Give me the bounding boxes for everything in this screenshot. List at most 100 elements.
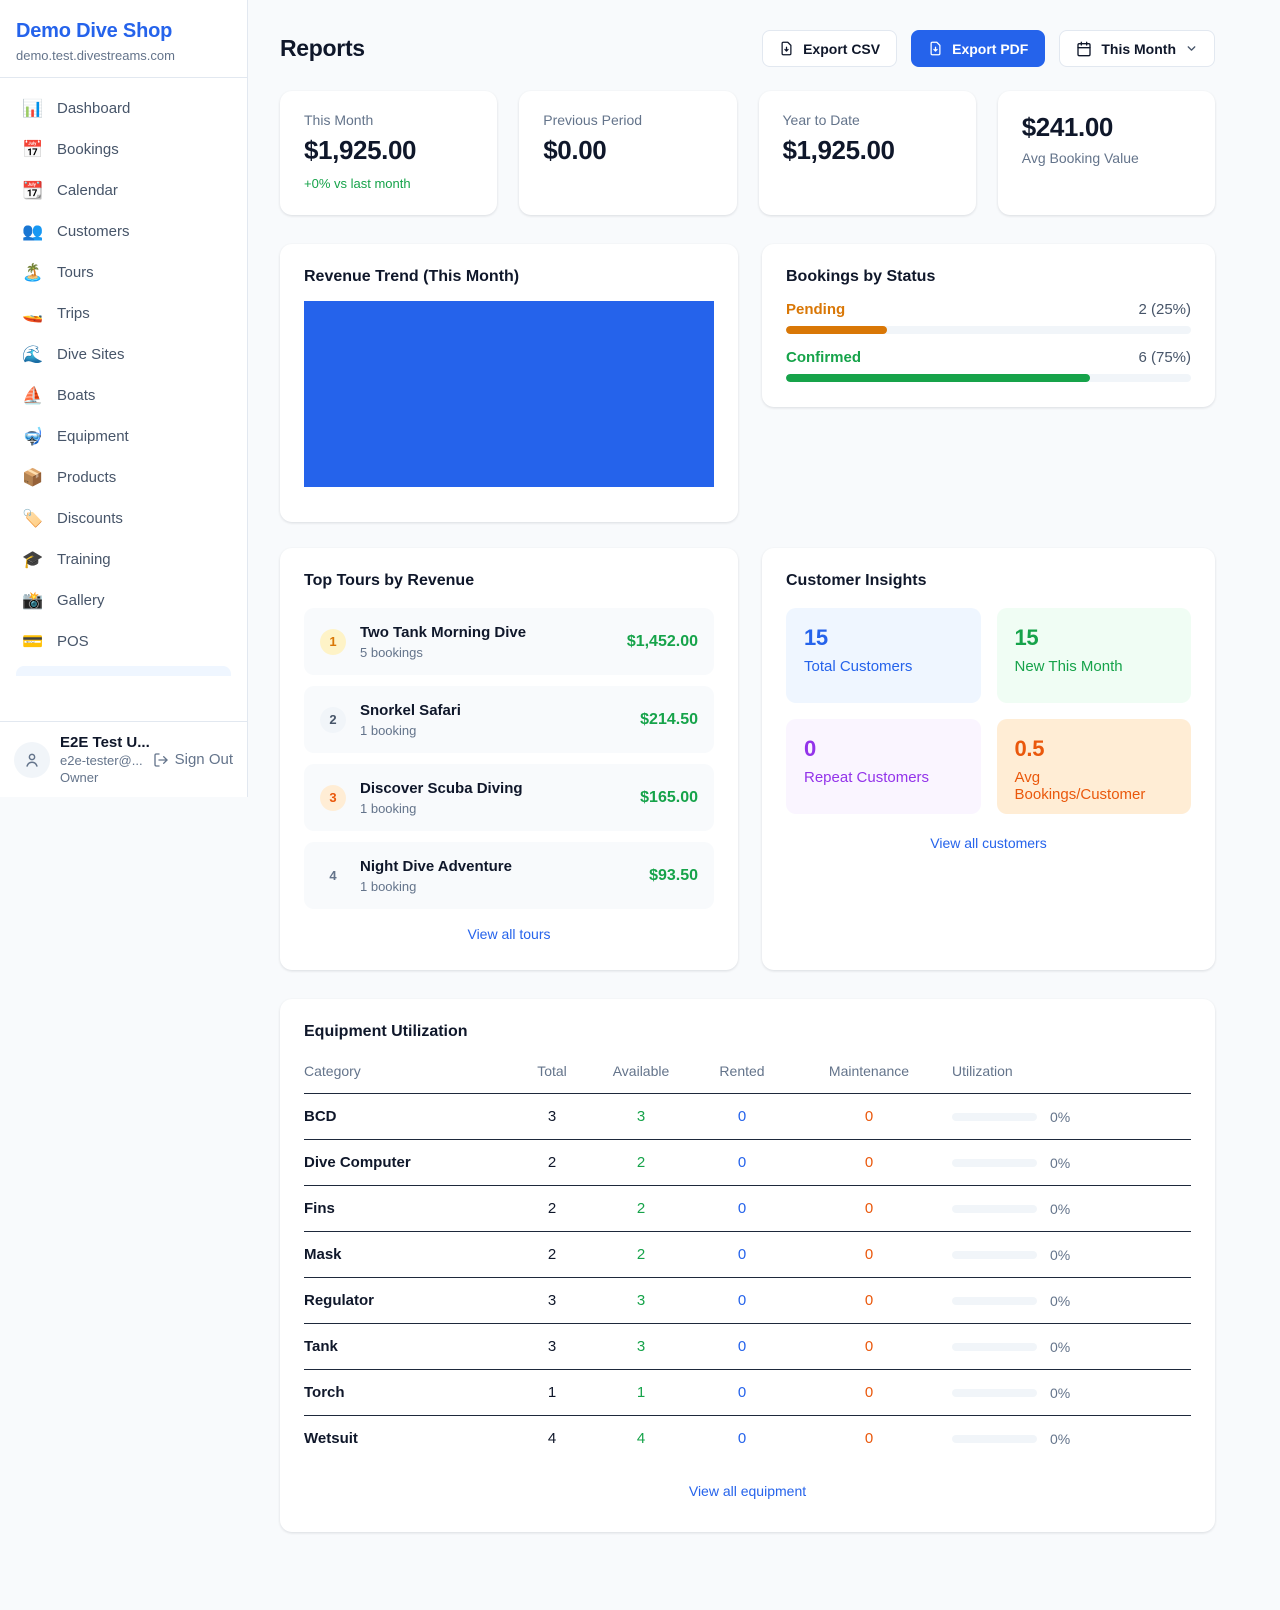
diving-mask-icon: 🤿 bbox=[22, 427, 44, 446]
tour-info: Snorkel Safari 1 booking bbox=[360, 702, 461, 738]
sidebar-item-dashboard[interactable]: 📊 Dashboard bbox=[10, 92, 237, 125]
status-line: Pending 2 (25%) bbox=[786, 301, 1191, 318]
equipment-table: Category Total Available Rented Maintena… bbox=[304, 1063, 1191, 1461]
tag-icon: 🏷️ bbox=[22, 509, 44, 528]
shop-name[interactable]: Demo Dive Shop bbox=[16, 20, 173, 42]
stat-card-this-month: This Month $1,925.00 +0% vs last month bbox=[280, 91, 498, 215]
stat-label: Previous Period bbox=[543, 112, 643, 128]
sidebar-item-customers[interactable]: 👥 Customers bbox=[10, 215, 237, 248]
sidebar-item-products[interactable]: 📦 Products bbox=[10, 461, 237, 494]
tour-info: Discover Scuba Diving 1 booking bbox=[360, 780, 523, 816]
tour-bookings: 5 bookings bbox=[360, 644, 423, 660]
maintenance-cell: 0 bbox=[864, 1108, 874, 1125]
utilization-bar bbox=[952, 1250, 1037, 1259]
tour-revenue: $1,452.00 bbox=[626, 632, 698, 650]
rented-cell: 0 bbox=[737, 1384, 747, 1401]
available-cell: 3 bbox=[636, 1292, 646, 1309]
page-title: Reports bbox=[280, 35, 365, 61]
sidebar-item-tours[interactable]: 🏝️ Tours bbox=[10, 256, 237, 289]
island-icon: 🏝️ bbox=[22, 263, 44, 282]
total-cell: 3 bbox=[547, 1108, 557, 1125]
utilization-bar bbox=[952, 1342, 1037, 1351]
period-label: This Month bbox=[1101, 40, 1176, 57]
tour-row: 4 Night Dive Adventure 1 booking $93.50 bbox=[304, 842, 714, 909]
stat-value: $0.00 bbox=[543, 135, 607, 165]
rented-cell: 0 bbox=[737, 1108, 747, 1125]
utilization-value: 0% bbox=[1050, 1200, 1071, 1217]
export-csv-button[interactable]: Export CSV bbox=[762, 30, 898, 67]
sidebar-item-training[interactable]: 🎓 Training bbox=[10, 543, 237, 576]
column-header-available: Available bbox=[612, 1063, 670, 1079]
brand: Demo Dive Shop demo.test.divestreams.com bbox=[0, 0, 247, 78]
maintenance-cell: 0 bbox=[864, 1200, 874, 1217]
file-download-icon bbox=[930, 41, 941, 56]
tour-row: 2 Snorkel Safari 1 booking $214.50 bbox=[304, 686, 714, 753]
sign-out-button[interactable]: Sign Out bbox=[153, 751, 233, 768]
rented-cell: 0 bbox=[737, 1154, 747, 1171]
available-cell: 3 bbox=[636, 1108, 646, 1125]
revenue-trend-title: Revenue Trend (This Month) bbox=[304, 268, 520, 285]
rented-cell: 0 bbox=[737, 1246, 747, 1263]
tile-value: 15 bbox=[804, 625, 828, 650]
available-cell: 4 bbox=[636, 1430, 646, 1447]
tour-info: Two Tank Morning Dive 5 bookings bbox=[360, 624, 526, 660]
table-row: Fins 2 2 0 0 0% bbox=[304, 1186, 1191, 1232]
tile-label: New This Month bbox=[1014, 658, 1123, 675]
top-tours-title: Top Tours by Revenue bbox=[304, 572, 475, 589]
sidebar-item-dive-sites[interactable]: 🌊 Dive Sites bbox=[10, 338, 237, 371]
rank-badge: 3 bbox=[320, 784, 346, 811]
available-cell: 1 bbox=[636, 1384, 646, 1401]
sidebar-item-bookings[interactable]: 📅 Bookings bbox=[10, 133, 237, 166]
sidebar-item-trips[interactable]: 🚤 Trips bbox=[10, 297, 237, 330]
utilization-cell: 0% bbox=[936, 1109, 1191, 1125]
utilization-cell: 0% bbox=[936, 1431, 1191, 1447]
utilization-bar bbox=[952, 1296, 1037, 1305]
category-cell: BCD bbox=[304, 1108, 337, 1125]
page-header: Reports Export CSV Export PDF bbox=[280, 30, 1215, 67]
utilization-bar bbox=[952, 1204, 1037, 1213]
column-header-total: Total bbox=[537, 1063, 567, 1079]
export-pdf-button[interactable]: Export PDF bbox=[911, 30, 1046, 67]
tile-value: 0.5 bbox=[1014, 736, 1045, 761]
utilization-value: 0% bbox=[1050, 1108, 1071, 1125]
table-row: Tank 3 3 0 0 0% bbox=[304, 1324, 1191, 1370]
header-actions: Export CSV Export PDF This Month bbox=[762, 30, 1215, 67]
sidebar-item-label: Calendar bbox=[57, 182, 118, 199]
view-all-customers-link[interactable]: View all customers bbox=[930, 835, 1047, 851]
utilization-cell: 0% bbox=[936, 1247, 1191, 1263]
sidebar-item-gallery[interactable]: 📸 Gallery bbox=[10, 584, 237, 617]
utilization-value: 0% bbox=[1050, 1384, 1071, 1401]
equipment-utilization-card: Equipment Utilization Category Total Ava… bbox=[280, 999, 1215, 1532]
sailboat-icon: ⛵ bbox=[22, 386, 44, 405]
sidebar-item-discounts[interactable]: 🏷️ Discounts bbox=[10, 502, 237, 535]
tour-bookings: 1 booking bbox=[360, 878, 417, 894]
status-count: 6 (75%) bbox=[1138, 349, 1191, 366]
total-cell: 2 bbox=[547, 1246, 557, 1263]
utilization-cell: 0% bbox=[936, 1201, 1191, 1217]
sidebar-item-reports-active-partial[interactable] bbox=[16, 666, 231, 676]
utilization-cell: 0% bbox=[936, 1155, 1191, 1171]
sidebar-item-calendar[interactable]: 📆 Calendar bbox=[10, 174, 237, 207]
tour-info: Night Dive Adventure 1 booking bbox=[360, 858, 512, 894]
sidebar-item-boats[interactable]: ⛵ Boats bbox=[10, 379, 237, 412]
maintenance-cell: 0 bbox=[864, 1292, 874, 1309]
total-cell: 4 bbox=[547, 1430, 557, 1447]
sidebar-item-label: Dashboard bbox=[57, 100, 131, 117]
utilization-value: 0% bbox=[1050, 1292, 1071, 1309]
sidebar-item-pos[interactable]: 💳 POS bbox=[10, 625, 237, 658]
sidebar-item-label: Training bbox=[57, 551, 111, 568]
tile-label: Total Customers bbox=[804, 658, 913, 675]
utilization-cell: 0% bbox=[936, 1293, 1191, 1309]
credit-card-icon: 💳 bbox=[22, 632, 44, 651]
graduation-cap-icon: 🎓 bbox=[22, 550, 44, 569]
user-info: E2E Test U... e2e-tester@... Owner bbox=[60, 734, 150, 785]
view-all-tours-link[interactable]: View all tours bbox=[467, 926, 551, 942]
sidebar-item-equipment[interactable]: 🤿 Equipment bbox=[10, 420, 237, 453]
total-cell: 2 bbox=[547, 1154, 557, 1171]
period-dropdown[interactable]: This Month bbox=[1059, 30, 1215, 67]
view-all-equipment-link[interactable]: View all equipment bbox=[688, 1483, 807, 1499]
maintenance-cell: 0 bbox=[864, 1338, 874, 1355]
person-icon bbox=[26, 753, 38, 767]
utilization-cell: 0% bbox=[936, 1385, 1191, 1401]
bookings-by-status-title: Bookings by Status bbox=[786, 268, 936, 285]
